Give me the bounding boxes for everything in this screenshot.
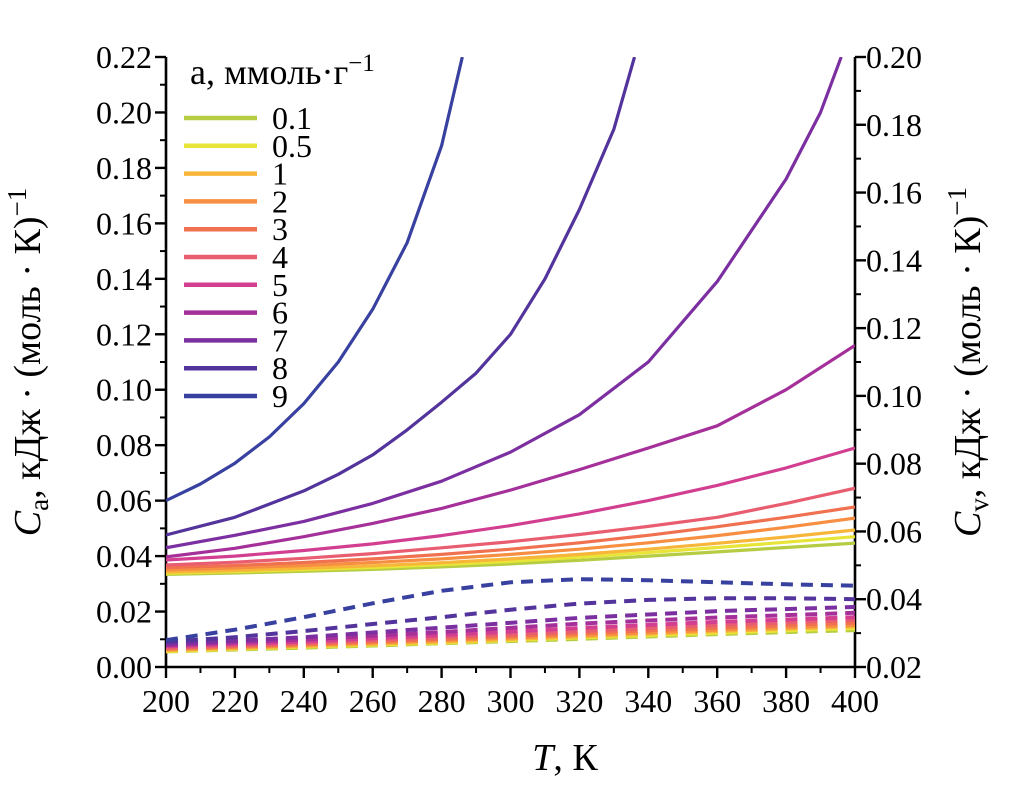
legend-item: 1 <box>184 156 288 192</box>
left-tick-label: 0.12 <box>96 316 152 352</box>
series-line-solid-a-4 <box>166 486 855 567</box>
left-tick-label: 0.00 <box>96 649 152 685</box>
series-line-dashed-a-9 <box>166 577 855 643</box>
series-line-dashed-a-5 <box>166 615 855 649</box>
series-line-dashed-a-4 <box>166 617 855 650</box>
left-tick-label: 0.20 <box>96 94 152 130</box>
legend-item-label: 0.5 <box>272 128 312 164</box>
legend-item: 0.5 <box>184 128 312 164</box>
left-axis-title: Cа, кДж · (моль · К)−1 <box>2 188 54 537</box>
series-line-solid-a-2 <box>166 516 855 572</box>
legend-item: 9 <box>184 378 288 414</box>
right-tick-label: 0.14 <box>866 242 922 278</box>
legend-item-label: 0.1 <box>272 100 312 136</box>
x-tick-label: 200 <box>142 683 190 719</box>
left-tick-label: 0.14 <box>96 261 152 297</box>
legend-item-label: 8 <box>272 350 288 386</box>
left-tick-label: 0.18 <box>96 150 152 186</box>
right-tick-label: 0.06 <box>866 513 922 549</box>
right-tick-label: 0.02 <box>866 649 922 685</box>
legend-item-label: 4 <box>272 239 288 275</box>
series-line-solid-a-5 <box>166 446 855 562</box>
legend-item-label: 1 <box>272 156 288 192</box>
legend-item-label: 7 <box>272 322 288 358</box>
left-tick-label: 0.06 <box>96 483 152 519</box>
right-tick-label: 0.18 <box>866 107 922 143</box>
legend-item-label: 5 <box>272 267 288 303</box>
right-axis-title: Cv, кДж · (моль · К)−1 <box>942 187 994 537</box>
x-tick-label: 240 <box>280 683 328 719</box>
legend-item: 8 <box>184 350 288 386</box>
x-tick-label: 280 <box>418 683 466 719</box>
right-tick-label: 0.12 <box>866 310 922 346</box>
x-tick-label: 260 <box>349 683 397 719</box>
legend-item: 0.1 <box>184 100 312 136</box>
legend-item: 7 <box>184 322 288 358</box>
series-line-solid-a-8 <box>166 57 637 537</box>
x-tick-label: 360 <box>693 683 741 719</box>
series-line-solid-a-9 <box>166 57 464 503</box>
x-tick-label: 340 <box>624 683 672 719</box>
legend-item-label: 2 <box>272 183 288 219</box>
x-tick-label: 380 <box>762 683 810 719</box>
legend-item: 4 <box>184 239 288 275</box>
legend-item-label: 3 <box>272 211 288 247</box>
legend-title: а, ммоль·г−1 <box>190 50 375 92</box>
series-line-dashed-a-7 <box>166 605 855 646</box>
x-tick-label: 300 <box>487 683 535 719</box>
right-tick-label: 0.04 <box>866 581 922 617</box>
x-tick-label: 220 <box>211 683 259 719</box>
right-tick-label: 0.10 <box>866 378 922 414</box>
x-tick-label: 320 <box>555 683 603 719</box>
left-tick-label: 0.10 <box>96 372 152 408</box>
series-line-dashed-a-6 <box>166 610 855 648</box>
series-line-solid-a-7 <box>166 57 843 550</box>
left-tick-label: 0.08 <box>96 427 152 463</box>
x-tick-label: 400 <box>831 683 879 719</box>
series-line-solid-a-3 <box>166 505 855 570</box>
legend-item: 2 <box>184 183 288 219</box>
legend-item-label: 9 <box>272 378 288 414</box>
legend-item: 5 <box>184 267 288 303</box>
right-tick-label: 0.16 <box>866 175 922 211</box>
right-tick-label: 0.20 <box>866 39 922 75</box>
legend-item: 6 <box>184 295 288 331</box>
series-line-solid-a-1 <box>166 528 855 574</box>
legend-item-label: 6 <box>272 295 288 331</box>
series-line-dashed-a-8 <box>166 596 855 644</box>
x-axis-title: T, К <box>532 737 598 779</box>
left-tick-label: 0.02 <box>96 594 152 630</box>
left-tick-label: 0.22 <box>96 39 152 75</box>
series-line-solid-a-6 <box>166 344 855 559</box>
right-tick-label: 0.08 <box>866 446 922 482</box>
legend-item: 3 <box>184 211 288 247</box>
left-tick-label: 0.04 <box>96 538 152 574</box>
left-tick-label: 0.16 <box>96 205 152 241</box>
